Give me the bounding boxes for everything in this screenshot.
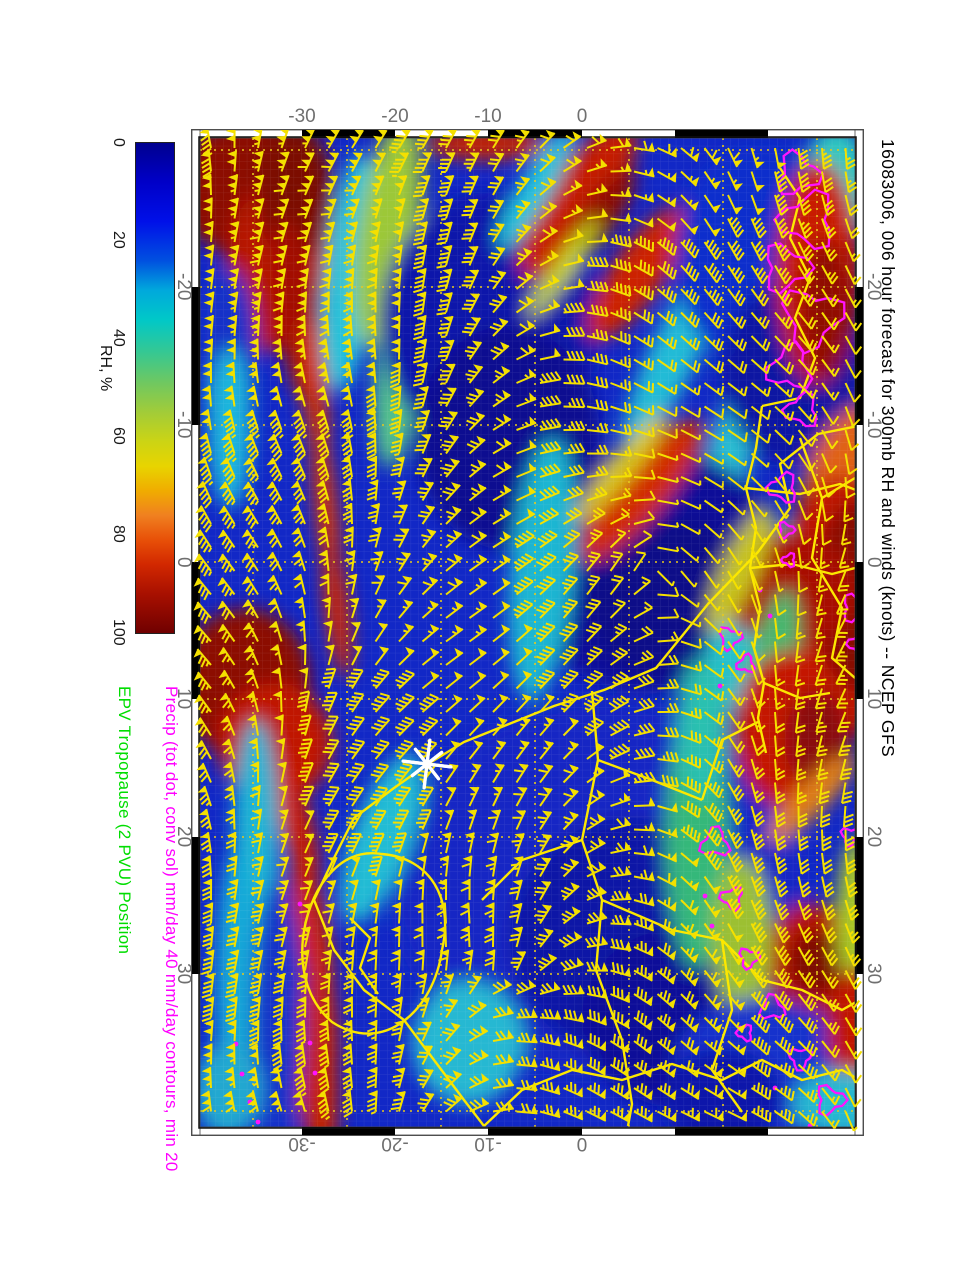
colorbar-tick-40: 40	[110, 329, 127, 347]
axis-left-tick--20: -20	[173, 273, 194, 301]
colorbar-tick-60: 60	[110, 427, 127, 445]
axis-bottom-tick--30: -30	[288, 1133, 316, 1154]
axis-bottom-tick-0: 0	[576, 1133, 588, 1154]
axis-right-tick-0: 0	[863, 556, 884, 568]
colorbar-tick-0: 0	[110, 137, 127, 147]
axis-bottom-tick--20: -20	[381, 1133, 409, 1154]
colorbar-tick-80: 80	[110, 525, 127, 543]
coastline-path	[312, 425, 855, 1127]
frame-outer	[191, 129, 864, 1136]
precip-contour-loop	[844, 637, 855, 652]
axis-right-tick--20: -20	[863, 273, 884, 301]
precip-contour-loop	[734, 1023, 753, 1043]
colorbar-label: RH, %	[97, 345, 114, 392]
precip-dot	[297, 901, 303, 907]
frame-black-segment-left	[192, 287, 200, 425]
precip-dot	[307, 1040, 313, 1046]
precip-dot	[312, 1070, 318, 1076]
axis-right-tick-20: 20	[863, 826, 884, 848]
frame-black-segment-bottom	[488, 1127, 582, 1135]
axis-top-tick--20: -20	[381, 106, 409, 127]
axis-top-tick-0: 0	[576, 106, 588, 127]
precip-dot	[767, 613, 773, 619]
colorbar	[135, 142, 175, 634]
precip-contour-loop	[778, 520, 797, 540]
coastline-path	[710, 939, 743, 1113]
precip-contour-loop	[764, 470, 796, 504]
plot-title: 16083006, 006 hour forecast for 300mb RH…	[878, 139, 898, 758]
coastline-path	[744, 405, 768, 754]
axis-left-tick-10: 10	[173, 688, 194, 710]
precip-contour-loop	[766, 242, 816, 295]
axis-top-tick--30: -30	[288, 106, 316, 127]
frame-black-segment-right	[855, 837, 863, 974]
precip-contour-loop	[779, 551, 796, 569]
precip-dot	[239, 1071, 245, 1077]
frame-black-segment-top	[675, 130, 768, 138]
colorbar-tick-20: 20	[110, 231, 127, 249]
coastline-path	[749, 562, 855, 576]
wind-barb-lines	[196, 130, 863, 1132]
precip-contour-loop	[697, 825, 732, 857]
frame-black-segment-left	[192, 837, 200, 974]
frame-black-segment-right	[855, 287, 863, 425]
legend-precip-contours: Precip (tot dot, conv sol) mm/day 40 mm/…	[162, 686, 181, 1172]
map-canvas	[191, 129, 864, 1136]
frame-black-segment-top	[488, 130, 582, 138]
rh-field	[200, 138, 855, 1127]
precip-dot	[702, 893, 708, 899]
axis-right-tick-10: 10	[863, 688, 884, 710]
precip-dot	[709, 923, 715, 929]
frame-black-segment-bottom	[675, 1127, 768, 1135]
precip-contour-loop	[718, 626, 745, 653]
precip-contour-loop	[786, 1047, 814, 1072]
axis-right-tick-30: 30	[863, 963, 884, 985]
frame-black-segment-bottom	[302, 1127, 395, 1135]
frame-black-segment-right	[855, 562, 863, 699]
coastline-path	[745, 482, 855, 496]
frame-inner	[198, 136, 857, 1129]
axis-left-tick--10: -10	[173, 411, 194, 439]
frame-black-segment-top	[302, 130, 395, 138]
coastline-path	[798, 437, 855, 679]
precip-dot	[717, 683, 723, 689]
coastline-path	[301, 852, 447, 1035]
colorbar-tick-100: 100	[110, 618, 127, 646]
axis-left-tick-30: 30	[173, 963, 194, 985]
precip-contour-loop	[843, 592, 855, 624]
axis-left-tick-20: 20	[173, 826, 194, 848]
precip-dot	[255, 1119, 261, 1125]
axis-left-tick-0: 0	[173, 556, 194, 568]
star-spoke	[410, 750, 444, 778]
star-marker	[401, 738, 453, 790]
precip-contour-loop	[735, 652, 757, 674]
precip-contour-loop	[817, 1083, 849, 1118]
coastline-path	[349, 917, 379, 995]
axis-bottom-tick--10: -10	[474, 1133, 502, 1154]
legend-epv-tropopause: EPV Tropopause (2 PVU) Position	[115, 686, 134, 955]
axis-top-tick--10: -10	[474, 106, 502, 127]
axis-right-tick--10: -10	[863, 411, 884, 439]
wind-barbs	[193, 130, 863, 1132]
